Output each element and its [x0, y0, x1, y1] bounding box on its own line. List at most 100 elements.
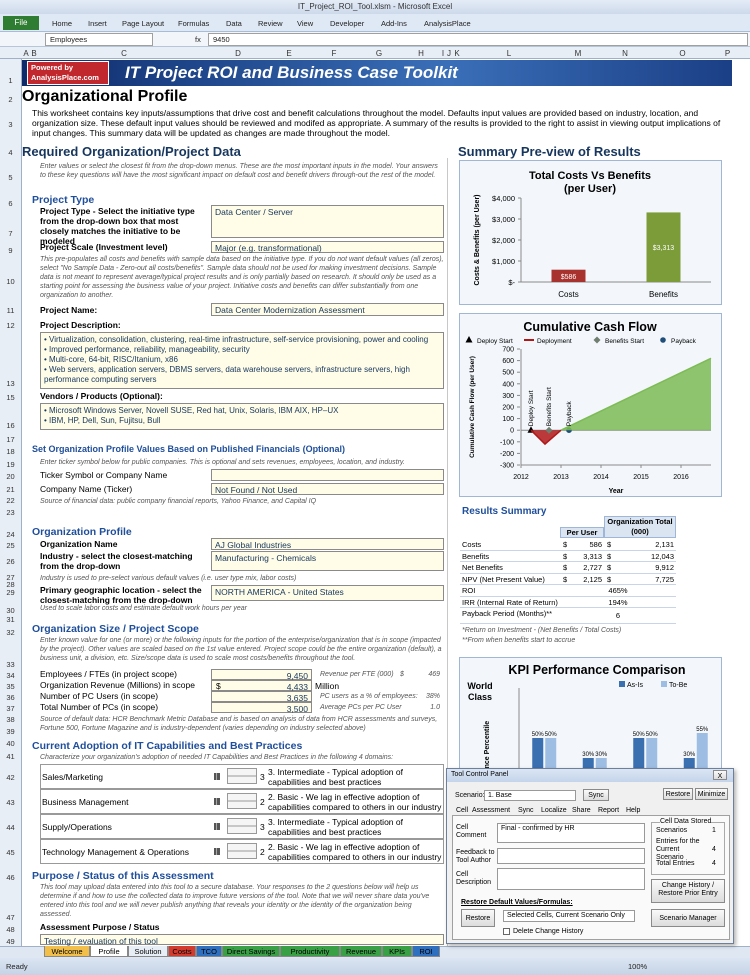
delete-history[interactable]: Delete Change History [513, 928, 584, 935]
close[interactable]: X [713, 770, 727, 780]
dialog-tab[interactable]: Localize [541, 807, 567, 814]
rows: Costs [462, 540, 482, 549]
column-header: J [447, 49, 451, 58]
industry-value[interactable]: Manufacturing - Chemicals [211, 551, 444, 571]
ribbon-tab[interactable]: Insert [88, 19, 107, 28]
sheet-tab[interactable]: Solution [128, 946, 168, 957]
rows: $ [563, 563, 568, 572]
value[interactable]: Data Center / Server [211, 205, 444, 238]
description[interactable]: 3. Intermediate - Typical adoption of ca… [268, 817, 403, 837]
sheet-tab[interactable]: Productivity [280, 946, 340, 957]
name-value[interactable]: Data Center Modernization Assessment [211, 303, 444, 316]
row-header: 45 [6, 848, 15, 857]
scale-value[interactable]: Major (e.g. transformational) [211, 241, 444, 253]
label: Employees / FTEs (in project scope) [40, 669, 177, 679]
name-value[interactable]: AJ Global Industries [211, 538, 444, 550]
sheet-tab[interactable]: TCO [196, 946, 222, 957]
spinner[interactable] [227, 768, 257, 784]
sheet-tab[interactable]: Welcome [44, 946, 90, 957]
dialog-tab[interactable]: Cell [456, 807, 469, 814]
name-box-frame[interactable] [45, 33, 153, 46]
ribbon-tab[interactable]: View [297, 19, 314, 28]
name-box[interactable]: Employees [50, 35, 88, 44]
rows: IRR (Internal Rate of Return) [462, 597, 558, 607]
dialog-tab[interactable]: Report [598, 807, 620, 814]
dialog-tab[interactable]: Sync [518, 807, 534, 814]
sync[interactable]: Sync [583, 789, 609, 801]
value[interactable]: 4,433 [211, 680, 312, 692]
dialog-tab[interactable]: Help [626, 807, 641, 814]
change-history[interactable]: Change History / Restore Prior Entry [651, 879, 725, 903]
file[interactable]: File [3, 16, 39, 30]
domain: Supply/Operations [42, 822, 112, 832]
restore-button[interactable]: Restore [461, 909, 495, 927]
vendors-box[interactable]: • Microsoft Windows Server, Novell SUSE,… [40, 403, 444, 430]
description[interactable]: 3. Intermediate - Typical adoption of ca… [268, 767, 403, 787]
dialog-tab[interactable]: Share [572, 807, 591, 814]
column-header: E [286, 49, 292, 58]
row-frame [460, 597, 676, 608]
column-header: N [622, 49, 628, 58]
location-value[interactable]: NORTH AMERICA - United States [211, 585, 444, 601]
ticker-input[interactable] [211, 469, 444, 481]
value[interactable]: 9450 [213, 35, 230, 44]
value-label: 50% [545, 732, 558, 738]
ribbon-tab[interactable]: Page Layout [122, 19, 165, 28]
ribbon-tab[interactable]: Home [52, 19, 73, 28]
restore-top[interactable]: Restore [663, 788, 693, 800]
ribbon-tab[interactable]: Add-Ins [381, 19, 407, 28]
minimize[interactable]: Minimize [695, 788, 728, 800]
left-panel [30, 158, 448, 947]
bar [595, 758, 607, 769]
ribbon-tab[interactable]: Formulas [178, 19, 210, 28]
value-label: $3,313 [653, 245, 675, 252]
sheet-tab[interactable]: Costs [168, 946, 196, 957]
bar [696, 733, 708, 769]
line [530, 429, 562, 446]
row-frame [460, 585, 676, 597]
row-header: 34 [6, 671, 15, 680]
y-tick-label: $1,000 [492, 257, 515, 266]
spinner[interactable] [227, 818, 257, 834]
description[interactable]: 2. Basic - We lag in effective adoption … [268, 842, 442, 862]
bullet: • Virtualization, consolidation, cluster… [44, 335, 429, 344]
rows: Benefits [462, 551, 490, 561]
checkbox[interactable] [503, 928, 510, 935]
sheet-tab[interactable]: ROI [412, 946, 440, 957]
bar [646, 212, 681, 282]
description-input[interactable] [497, 868, 645, 890]
sheet-tab[interactable]: Revenue [340, 946, 382, 957]
feedback-input[interactable] [497, 848, 645, 864]
status-bar [0, 958, 750, 975]
comment-value[interactable]: Final - confirmed by HR [497, 823, 645, 843]
scenario-manager[interactable]: Scenario Manager [651, 909, 725, 927]
description[interactable]: 2. Basic - We lag in effective adoption … [268, 792, 442, 812]
sheet-tab[interactable]: KPIs [382, 946, 412, 957]
column-header: K [454, 49, 460, 58]
chart-title: KPI Performance Comparison [508, 663, 685, 677]
dialog-tab[interactable]: Assessment [472, 807, 511, 814]
column-header: L [506, 49, 512, 58]
ribbon-tab[interactable]: Data [226, 19, 242, 28]
ribbon-tab[interactable]: Review [258, 19, 283, 28]
sheet-tab[interactable]: Direct Savings [222, 946, 280, 957]
sheet-tab[interactable]: Profile [90, 946, 128, 957]
ribbon-tab[interactable]: Developer [330, 19, 365, 28]
restore-scope[interactable]: Selected Cells, Current Scenario Only [503, 910, 635, 922]
row-header: 23 [6, 508, 15, 517]
description-box[interactable]: • Virtualization, consolidation, cluster… [40, 332, 444, 389]
ribbon-tab[interactable]: AnalysisPlace [424, 19, 471, 28]
row-header-bar [0, 59, 22, 947]
spinner[interactable] [227, 793, 257, 809]
value[interactable]: 3,635 [211, 691, 312, 703]
scenario-value[interactable]: 1. Base [484, 790, 576, 801]
chart-frame [459, 657, 722, 769]
bar [646, 738, 658, 769]
spinner[interactable] [227, 843, 257, 859]
value[interactable]: 9,450 [211, 669, 312, 681]
formula-input-frame[interactable] [208, 33, 748, 46]
stored-title: Cell Data Stored [660, 818, 712, 826]
status-value[interactable]: Testing / evaluation of this tool [40, 934, 444, 946]
value[interactable]: 3,500 [211, 702, 312, 714]
rows: $ [607, 563, 612, 572]
